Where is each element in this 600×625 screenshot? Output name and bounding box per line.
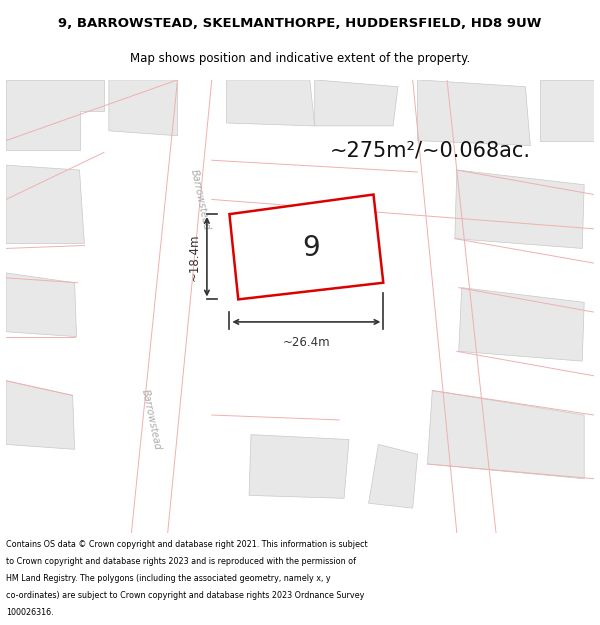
Text: ~26.4m: ~26.4m [283,336,330,349]
Text: to Crown copyright and database rights 2023 and is reproduced with the permissio: to Crown copyright and database rights 2… [6,557,356,566]
Text: Map shows position and indicative extent of the property.: Map shows position and indicative extent… [130,52,470,65]
Polygon shape [6,165,85,244]
Polygon shape [6,381,74,449]
Text: Contains OS data © Crown copyright and database right 2021. This information is : Contains OS data © Crown copyright and d… [6,540,368,549]
Polygon shape [455,170,584,248]
Polygon shape [315,80,398,126]
Text: 100026316.: 100026316. [6,608,53,616]
Polygon shape [6,80,104,151]
Polygon shape [227,80,315,126]
Text: co-ordinates) are subject to Crown copyright and database rights 2023 Ordnance S: co-ordinates) are subject to Crown copyr… [6,591,364,599]
Polygon shape [427,391,584,479]
Polygon shape [6,273,77,337]
Polygon shape [229,194,383,299]
Text: HM Land Registry. The polygons (including the associated geometry, namely x, y: HM Land Registry. The polygons (includin… [6,574,331,582]
Text: 9, BARROWSTEAD, SKELMANTHORPE, HUDDERSFIELD, HD8 9UW: 9, BARROWSTEAD, SKELMANTHORPE, HUDDERSFI… [58,17,542,30]
Polygon shape [418,80,530,146]
Text: Barrowstead: Barrowstead [140,389,163,451]
Polygon shape [540,80,594,141]
Text: Barrowstead: Barrowstead [189,168,211,231]
Text: ~18.4m: ~18.4m [188,233,201,281]
Text: 9: 9 [302,234,320,262]
Polygon shape [249,434,349,498]
Polygon shape [109,80,178,136]
Text: ~275m²/~0.068ac.: ~275m²/~0.068ac. [329,141,530,161]
Polygon shape [368,444,418,508]
Polygon shape [459,288,584,361]
